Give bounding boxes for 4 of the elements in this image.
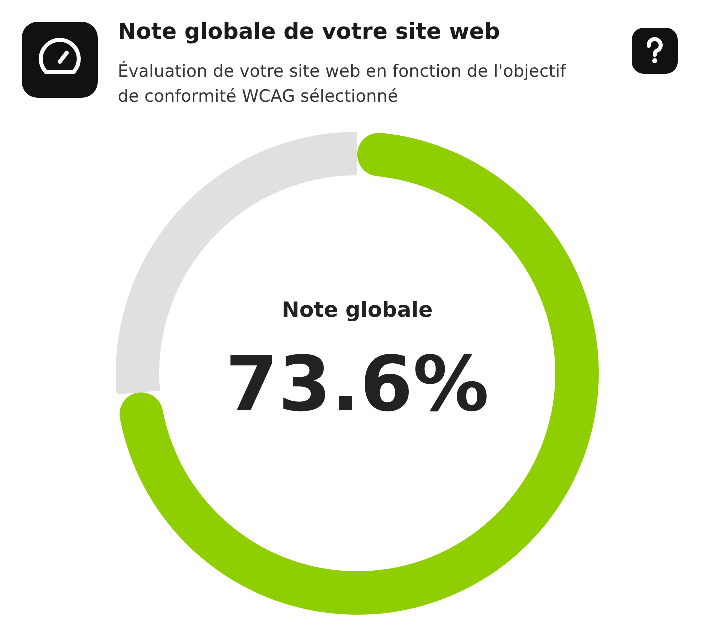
chart-subtitle: Évaluation de votre site web en fonction de l'objectif de conformité WCAG sélectionné xyxy=(118,60,568,109)
data-label: 73.6% xyxy=(226,339,490,428)
text: Note globale xyxy=(282,298,433,322)
chart-title: Note globale de votre site web xyxy=(118,20,500,45)
